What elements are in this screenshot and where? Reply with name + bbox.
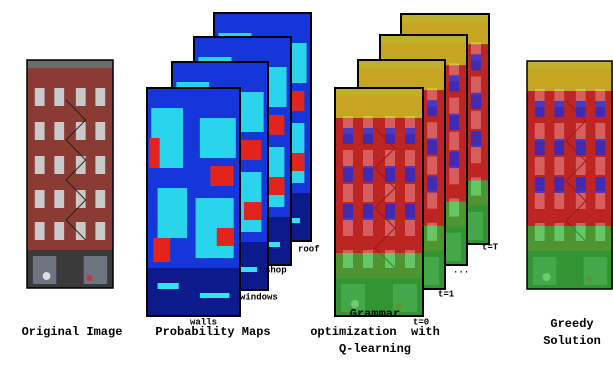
caption: Solution bbox=[543, 334, 601, 348]
original-image bbox=[27, 60, 113, 288]
caption: Probability Maps bbox=[155, 325, 270, 339]
step-label: t=1 bbox=[438, 289, 455, 299]
step-label: t=T bbox=[482, 242, 499, 252]
caption: Grammar bbox=[350, 307, 400, 321]
greedy-image bbox=[527, 61, 613, 289]
step-label: ... bbox=[453, 265, 469, 275]
layer-label: shop bbox=[265, 265, 287, 275]
caption: Greedy bbox=[550, 317, 593, 331]
caption: Original Image bbox=[22, 325, 123, 339]
layer-label: roof bbox=[298, 244, 320, 254]
caption: optimization with bbox=[310, 325, 440, 339]
layer-label: windows bbox=[240, 292, 278, 302]
caption: Q-learning bbox=[339, 342, 411, 356]
figure: roof shop windows walls t=T ... t=1 t=0 … bbox=[0, 0, 613, 383]
